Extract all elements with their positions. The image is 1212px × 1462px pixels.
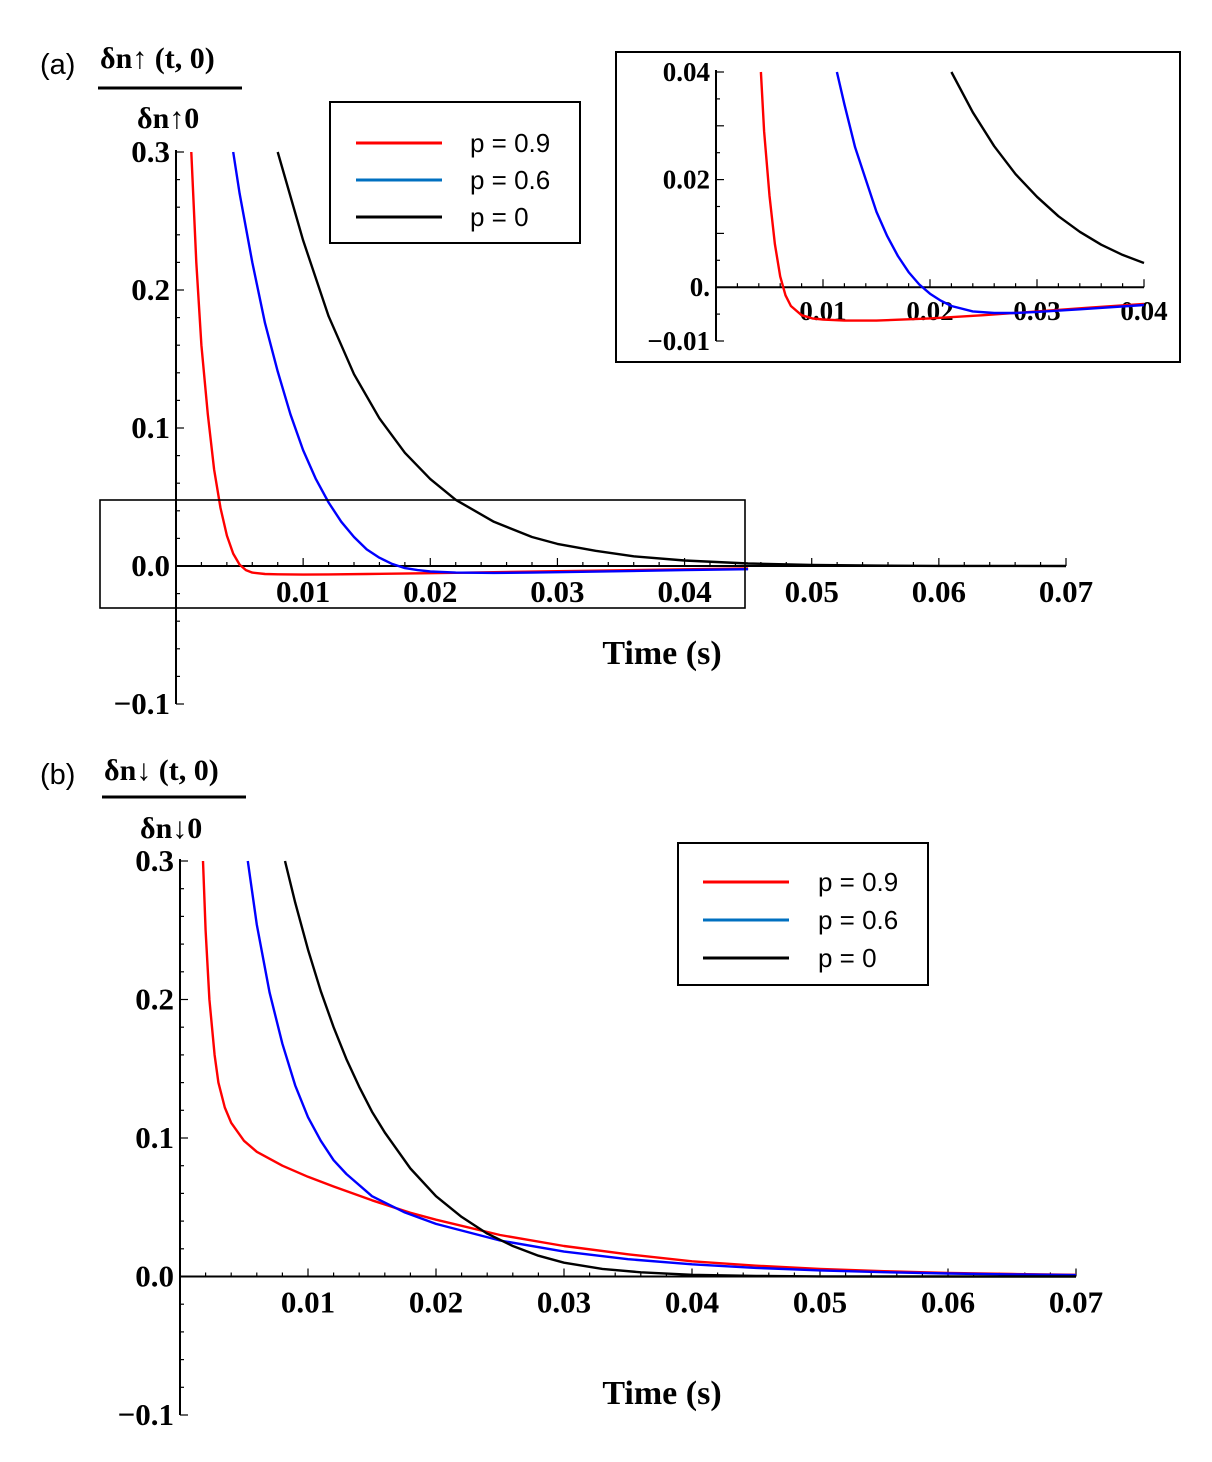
panel-b-y-tick-label: 0.1 — [135, 1120, 174, 1155]
panel-b-y-tick-label: 0.3 — [135, 843, 174, 878]
panel-a-x-tick-label: 0.05 — [785, 574, 839, 609]
panel-a-y-tick-label: 0.3 — [131, 134, 170, 169]
inset-series-p-0 — [950, 71, 1145, 265]
panel-a-legend-frame — [329, 101, 581, 244]
panel-a-zoom-box — [99, 499, 746, 609]
inset-x-tick-label: 0.01 — [799, 296, 846, 326]
inset-series-p-0-6 — [835, 71, 1145, 315]
panel-b-legend-label-2: p = 0 — [818, 943, 877, 973]
panel-b-xlabel: Time (s) — [602, 1375, 721, 1412]
inset-x-tick-label: 0.02 — [906, 296, 953, 326]
panel-a-label: (a) — [40, 49, 75, 81]
panel-b-series-p-0-9 — [201, 860, 1077, 1276]
panel-b-series-p-0-6 — [246, 860, 1077, 1277]
inset-lines — [759, 71, 1145, 322]
panel-b-x-tick-label: 0.03 — [537, 1285, 591, 1320]
panel-b-x-tick-label: 0.01 — [281, 1285, 335, 1320]
panel-b-y-tick-label: 0.0 — [135, 1259, 174, 1294]
panel-b-axes: 0.3 0.2 0.1 0.0 −0.1 0.01 0.02 0.03 0.04 0.05 0.06… — [118, 843, 1104, 1432]
inset-y-tick-label: −0.01 — [647, 326, 710, 356]
inset-y-tick-label: 0.02 — [663, 165, 710, 195]
panel-a-y-tick-label: 0.1 — [131, 410, 170, 445]
panel-a-x-tick-label: 0.06 — [912, 574, 966, 609]
panel-a-series-p-0 — [276, 151, 1067, 568]
panel-a: (a) δn↑ (t, 0) δn↑0 0.3 0.2 0.1 0.0 −0.1 0.01… — [40, 42, 1181, 721]
panel-b-y-tick-label: −0.1 — [118, 1397, 174, 1432]
inset-axes: 0.040.020.−0.010.01 0.02 0.03 0.04 — [647, 57, 1167, 356]
panel-b-x-tick-label: 0.04 — [665, 1285, 719, 1320]
panel-a-legend: p = 0.9 p = 0.6 p = 0 — [329, 101, 581, 244]
panel-a-legend-label-0: p = 0.9 — [470, 128, 550, 158]
panel-b-ylabel-numerator: δn↓ (t, 0) — [104, 754, 219, 787]
inset-y-tick-label: 0. — [690, 272, 710, 302]
panel-b-legend-label-1: p = 0.6 — [818, 905, 898, 935]
panel-a-xlabel: Time (s) — [602, 635, 721, 672]
panel-a-series-p-0-6 — [232, 151, 749, 575]
panel-a-x-tick-label: 0.07 — [1039, 574, 1093, 609]
panel-a-ylabel-denominator: δn↑0 — [137, 102, 199, 135]
panel-a-ylabel-numerator: δn↑ (t, 0) — [100, 42, 215, 75]
panel-b-legend-label-0: p = 0.9 — [818, 867, 898, 897]
inset-frame — [615, 51, 1181, 363]
panel-b-x-tick-label: 0.05 — [793, 1285, 847, 1320]
panel-b: (b) δn↓ (t, 0) δn↓0 0.3 0.2 0.1 0.0 −0.1 0.01… — [40, 754, 1103, 1432]
panel-b-ylabel-denominator: δn↓0 — [140, 812, 202, 845]
panel-b-label: (b) — [40, 759, 75, 791]
panel-a-inset: 0.040.020.−0.010.01 0.02 0.03 0.04 — [615, 51, 1181, 363]
panel-a-x-tick-label: 0.01 — [276, 574, 330, 609]
panel-b-lines — [201, 860, 1077, 1278]
panel-a-x-tick-label: 0.04 — [657, 574, 711, 609]
panel-a-axes: 0.3 0.2 0.1 0.0 −0.1 0.01 0.02 0.03 0.04 0.05 0.06… — [114, 134, 1094, 721]
panel-b-y-tick-label: 0.2 — [135, 982, 174, 1017]
panel-a-x-tick-label: 0.03 — [530, 574, 584, 609]
panel-b-x-tick-label: 0.02 — [409, 1285, 463, 1320]
inset-x-tick-label: 0.04 — [1120, 296, 1167, 326]
panel-a-y-tick-label: 0.2 — [131, 272, 170, 307]
panel-b-x-tick-label: 0.07 — [1049, 1285, 1103, 1320]
panel-a-legend-label-1: p = 0.6 — [470, 165, 550, 195]
panel-a-x-tick-label: 0.02 — [403, 574, 457, 609]
panel-b-x-tick-label: 0.06 — [921, 1285, 975, 1320]
panel-a-legend-label-2: p = 0 — [470, 202, 529, 232]
panel-b-legend: p = 0.9 p = 0.6 p = 0 — [677, 842, 929, 986]
inset-y-tick-label: 0.04 — [663, 57, 710, 87]
panel-b-legend-frame — [677, 842, 929, 986]
panel-b-series-p-0 — [283, 860, 1076, 1278]
panel-a-y-tick-label: −0.1 — [114, 686, 170, 721]
panel-a-lines — [190, 151, 1067, 576]
panel-a-y-tick-label: 0.0 — [131, 548, 170, 583]
